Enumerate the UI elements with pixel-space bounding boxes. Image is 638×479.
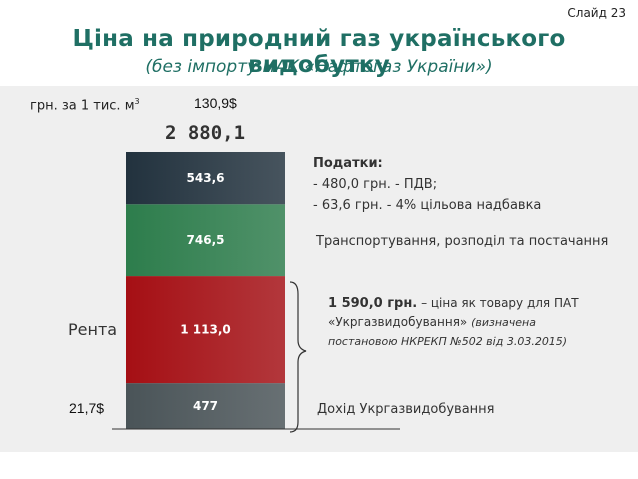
- income-annotation: Дохід Укргазвидобування: [317, 402, 495, 417]
- bar-segment-2: [126, 204, 285, 277]
- bar-segment-1: [126, 276, 285, 384]
- rent-brace: [289, 281, 307, 433]
- price-company: «Укргазвидобування»: [328, 315, 472, 329]
- bar-segment-label-1: 1 113,0: [180, 323, 230, 337]
- bar-segment-label-0: 477: [193, 399, 218, 413]
- bar-segment-label-3: 543,6: [187, 171, 225, 185]
- price-note-start: (визначена: [471, 316, 536, 329]
- rent-label: Рента: [68, 320, 118, 339]
- unit-label: грн. за 1 тис. м3: [30, 97, 140, 114]
- tax-annotation: Податки: - 480,0 грн. - ПДВ; - 63,6 грн.…: [313, 153, 541, 216]
- slide-number: Слайд 23: [567, 6, 626, 20]
- price-annotation: 1 590,0 грн. – ціна як товару для ПАТ «У…: [328, 294, 579, 351]
- bar-segment-3: [126, 152, 285, 205]
- chart-panel: [0, 86, 638, 452]
- tax-heading: Податки:: [313, 156, 383, 171]
- bar-segment-label-2: 746,5: [187, 233, 225, 247]
- transport-annotation: Транспортування, розподіл та постачання: [316, 234, 609, 249]
- chart-total-label: 2 880,1: [164, 122, 246, 144]
- tax-line-vat: - 480,0 грн. - ПДВ;: [313, 177, 438, 192]
- tax-line-surcharge: - 63,6 грн. - 4% цільова надбавка: [313, 198, 542, 213]
- price-text: – ціна як товару для ПАТ: [417, 296, 579, 310]
- usd-total-value: 130,9$: [194, 95, 237, 111]
- price-value: 1 590,0 грн.: [328, 296, 418, 311]
- slide-subtitle: (без імпорту НАК «Нафтогаз України»): [145, 57, 493, 77]
- usd-income-value: 21,7$: [69, 400, 105, 416]
- price-note-end: постановою НКРЕКП №502 від 3.03.2015): [328, 335, 568, 348]
- bar-segment-0: [126, 383, 285, 429]
- slide-title: Ціна на природний газ українського видоб…: [72, 26, 566, 78]
